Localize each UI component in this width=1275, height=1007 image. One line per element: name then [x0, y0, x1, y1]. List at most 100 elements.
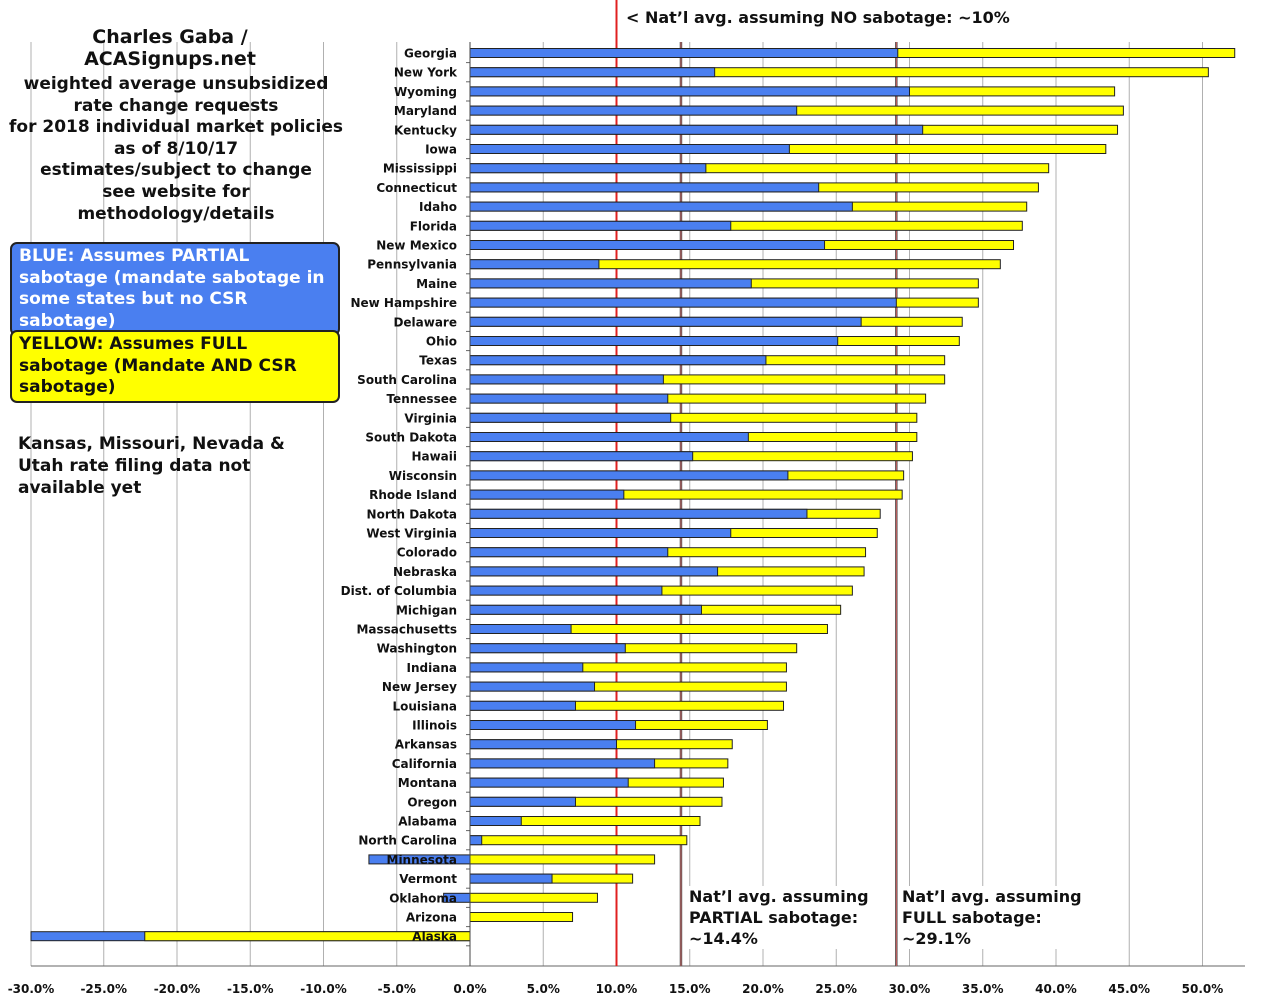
category-label: Alabama: [398, 815, 457, 829]
partial-bar: [469, 393, 669, 404]
category-label: South Dakota: [365, 431, 457, 445]
full-sabotage-annotation: Nat’l avg. assuming FULL sabotage: ~29.1…: [902, 886, 1082, 949]
partial-bar: [469, 643, 626, 654]
category-label: Maryland: [394, 104, 457, 118]
partial-bar: [469, 873, 553, 884]
partial-bar: [469, 739, 617, 750]
partial-bar: [469, 566, 719, 577]
partial-bar: [469, 700, 576, 711]
chart-description: weighted average unsubsidized rate chang…: [8, 74, 344, 225]
category-label: South Carolina: [357, 373, 457, 387]
category-label: New Mexico: [376, 239, 457, 253]
category-label: Minnesota: [387, 853, 458, 867]
category-label: Dist. of Columbia: [341, 584, 457, 598]
desc-line: estimates/subject to change: [40, 160, 312, 181]
category-label: Hawaii: [411, 450, 457, 464]
partial-bar: [469, 662, 584, 673]
partial-bar: [469, 835, 483, 846]
partial-bar: [469, 220, 732, 231]
category-label: Ohio: [426, 335, 457, 349]
category-label: Indiana: [407, 661, 457, 675]
partial-bar: [469, 163, 707, 174]
category-label: Illinois: [412, 719, 457, 733]
x-tick-label: 30.0%: [889, 982, 931, 996]
full-bar: [469, 912, 574, 922]
category-label: Delaware: [393, 315, 457, 329]
partial-bar: [469, 624, 572, 634]
partial-bar: [469, 528, 732, 538]
x-tick-label: -15.0%: [227, 982, 274, 996]
category-label: Mississippi: [383, 162, 457, 176]
partial-bar: [469, 604, 702, 615]
annotation-line: ~29.1%: [902, 929, 971, 948]
annotation-line: FULL sabotage:: [902, 908, 1042, 927]
partial-bar: [469, 297, 897, 308]
annotation-line: ~14.4%: [689, 929, 758, 948]
desc-line: rate change requests: [73, 95, 279, 116]
partial-bar: [469, 182, 820, 193]
partial-bar: [469, 86, 910, 97]
desc-line: for 2018 individual market policies: [9, 117, 343, 138]
partial-bar: [469, 470, 789, 481]
partial-sabotage-annotation: Nat’l avg. assuming PARTIAL sabotage: ~1…: [689, 886, 869, 949]
partial-bar: [469, 547, 669, 558]
desc-line: weighted average unsubsidized: [23, 74, 329, 94]
category-label: New Hampshire: [350, 296, 457, 310]
partial-bar: [469, 681, 596, 692]
annotation-line: PARTIAL sabotage:: [689, 908, 859, 927]
legend-partial: BLUE: Assumes PARTIAL sabotage (mandate …: [10, 242, 340, 336]
category-label: North Carolina: [358, 834, 457, 848]
category-label: Kentucky: [394, 123, 457, 137]
category-label: Pennsylvania: [367, 258, 457, 272]
category-label: Louisiana: [392, 699, 457, 713]
x-tick-label: 20.0%: [742, 982, 784, 996]
category-label: Alaska: [412, 930, 457, 944]
partial-bar: [469, 412, 672, 423]
partial-bar: [469, 508, 808, 519]
partial-bar: [469, 758, 656, 769]
x-tick-label: 45.0%: [1108, 982, 1150, 996]
annotation-line: Nat’l avg. assuming: [902, 887, 1082, 906]
category-label: Michigan: [396, 603, 457, 617]
partial-bar: [469, 124, 924, 135]
category-label: Florida: [410, 219, 457, 233]
x-tick-label: -30.0%: [8, 982, 55, 996]
x-tick-label: 10.0%: [596, 982, 638, 996]
category-label: Virginia: [404, 411, 457, 425]
category-label: California: [392, 757, 457, 771]
full-bar: [469, 854, 656, 865]
annotation-line: Nat’l avg. assuming: [689, 887, 869, 906]
partial-bar: [469, 796, 576, 807]
partial-bar: [469, 777, 629, 788]
category-label: New Jersey: [382, 680, 457, 694]
author-credit: Charles Gaba / ACASignups.net: [84, 26, 256, 70]
partial-bar: [469, 105, 798, 116]
x-tick-label: -10.0%: [300, 982, 347, 996]
desc-line: as of 8/10/17: [113, 138, 239, 159]
category-label: Maine: [416, 277, 457, 291]
partial-bar: [469, 355, 767, 366]
category-label: New York: [394, 66, 458, 80]
partial-bar: [469, 585, 663, 596]
partial-bar: [469, 144, 790, 154]
category-label: Connecticut: [376, 181, 457, 195]
category-label: Idaho: [419, 200, 457, 214]
x-tick-label: -20.0%: [154, 982, 201, 996]
x-tick-label: 40.0%: [1035, 982, 1077, 996]
category-label: Oregon: [407, 795, 457, 809]
desc-line: see website for methodology/details: [77, 181, 275, 224]
category-label: Rhode Island: [369, 488, 457, 502]
partial-bar: [469, 336, 839, 346]
category-label: Georgia: [404, 47, 457, 61]
x-tick-label: 15.0%: [669, 982, 711, 996]
partial-bar: [469, 278, 752, 289]
partial-bar: [469, 374, 664, 385]
category-label: Tennessee: [386, 392, 457, 406]
category-label: North Dakota: [367, 507, 457, 521]
not-available-note: Kansas, Missouri, Nevada & Utah rate fil…: [18, 434, 285, 498]
x-tick-label: 35.0%: [962, 982, 1004, 996]
category-label: Washington: [377, 642, 457, 656]
category-label: Vermont: [399, 872, 457, 886]
partial-bar: [469, 720, 637, 730]
